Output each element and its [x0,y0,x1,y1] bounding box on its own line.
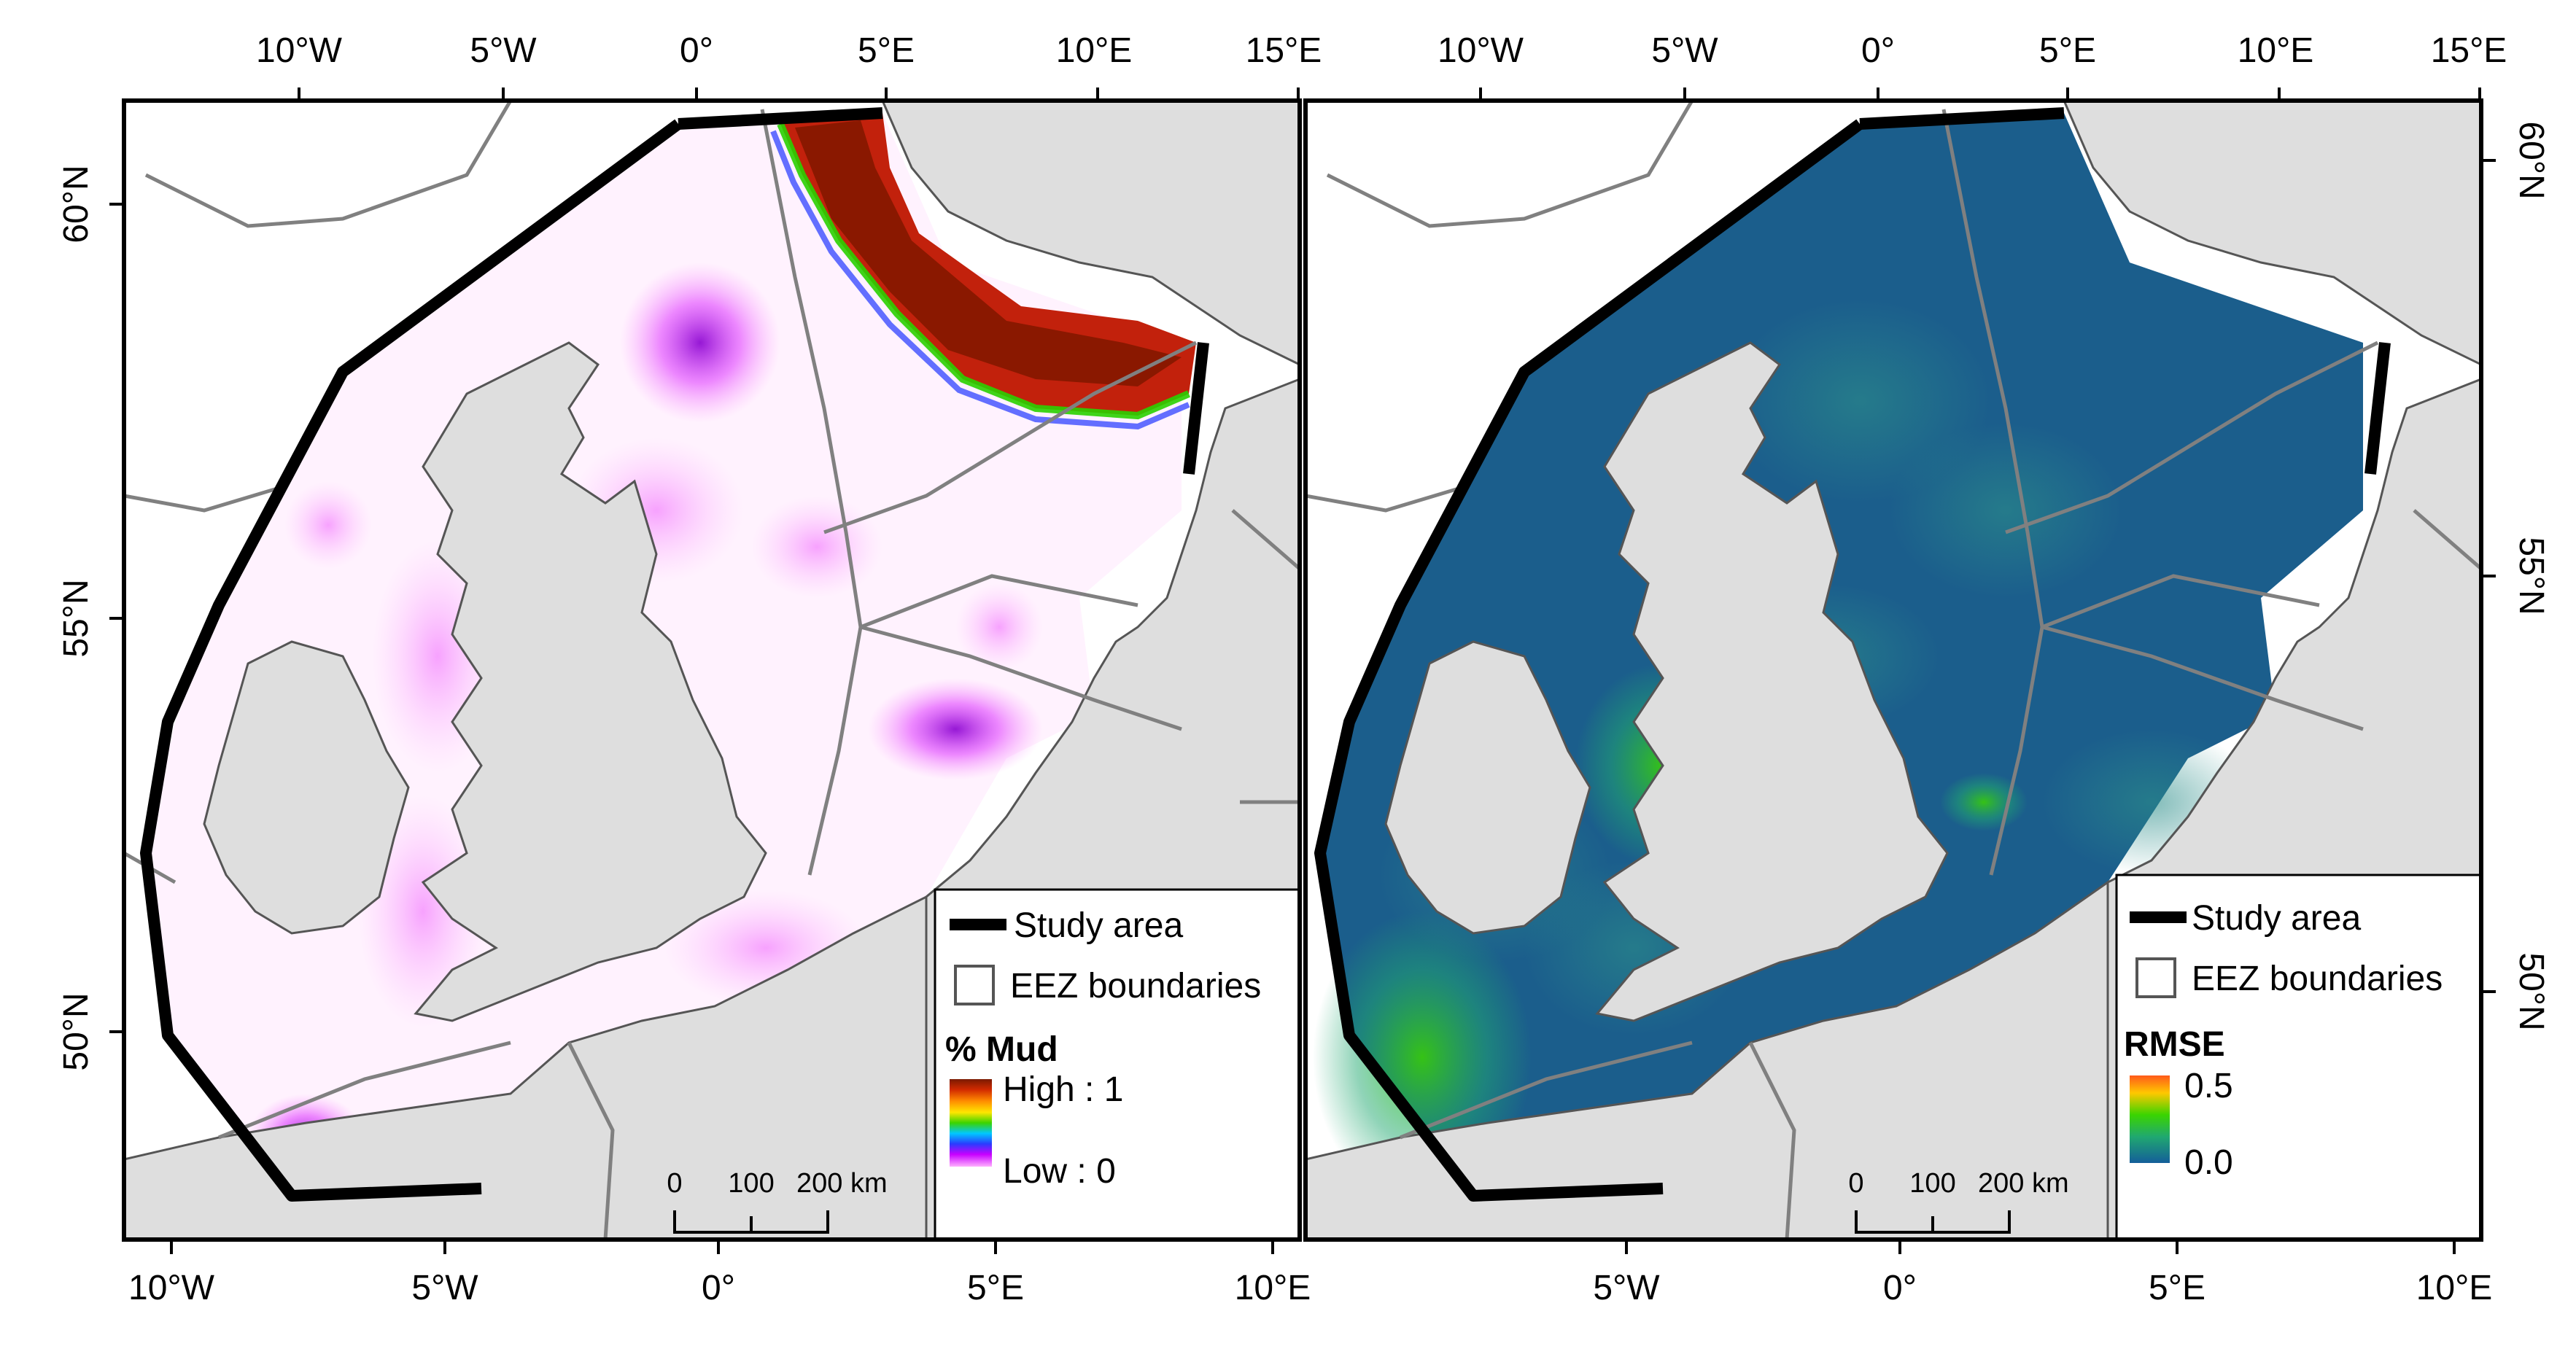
top-tick-label: 0° [680,31,713,70]
scale-label-100: 100 [1909,1168,1955,1199]
top-ticks [298,87,1300,101]
study-area-boundary [1314,119,1863,1202]
study-area-boundary [140,119,682,1202]
lat-tick-label: 60°N [57,165,96,243]
left-ticks [109,203,124,1033]
bottom-ticks [170,1240,1274,1254]
norwegian-trench-inner [795,120,1182,386]
great-britain [414,341,767,1022]
lat-tick-label: 50°N [2512,952,2550,1030]
lat-tick-label: 55°N [2512,537,2550,615]
map-panel-rmse: Study area EEZ boundaries RMSE 0.5 0.0 0… [1303,31,2550,1307]
scale-label-100: 100 [728,1168,774,1199]
legend-high-label: High : 1 [1003,1070,1123,1109]
mud-patch [868,678,1043,780]
trench-edge2 [770,130,1190,430]
legend-eez-swatch [954,965,995,1005]
legend-box [2115,874,2481,1240]
trench-edge [777,122,1190,420]
top-tick-label: 15°E [2431,31,2507,70]
legend-colorbar [2130,1075,2170,1163]
bottom-tick-label: 10°W [128,1269,215,1307]
bottom-tick-label: 0° [1883,1269,1917,1307]
bottom-tick-label: 10°E [1235,1269,1311,1307]
mud-patch [955,583,1043,671]
legend-study-area-label: Study area [2192,899,2361,938]
lat-tick-label: 50°N [57,992,96,1070]
study-area-boundary [1859,107,2065,130]
panel-frame [122,98,1302,1242]
top-tick-label: 5°E [858,31,915,70]
norway [2063,101,2481,366]
legend-eez-label: EEZ boundaries [2192,960,2443,998]
bottom-tick-label: 5°E [967,1269,1024,1307]
bottom-tick-label: 0° [702,1269,735,1307]
panel-frame [1303,98,2483,1242]
rmse-patch [1889,423,2122,598]
legend-study-area-label: Study area [1014,906,1183,945]
bottom-tick-label: 5°E [2149,1269,2205,1307]
top-tick-label: 10°W [256,31,343,70]
fladen-ground [620,262,780,423]
legend-low-label: Low : 0 [1003,1152,1116,1191]
mud-patch [284,481,372,569]
eez-boundaries [1306,101,2481,1240]
bottom-ticks [1625,1240,2456,1254]
bottom-tick-label: 10°E [2416,1269,2493,1307]
map-panel-mud: Study area EEZ boundaries % Mud High : 1… [57,31,1322,1307]
top-tick-label: 10°E [2238,31,2314,70]
france [1306,880,2109,1240]
legend-low-label: 0.0 [2184,1143,2233,1182]
top-tick-label: 5°W [470,31,537,70]
scale-label-200: 200 km [796,1168,888,1199]
france [124,895,928,1240]
top-tick-label: 5°W [1651,31,1718,70]
mud-patch [751,496,882,598]
legend-box [934,888,1300,1240]
lat-tick-label: 60°N [2512,121,2550,199]
scale-bar: 0 100 200 km [1848,1168,2069,1234]
legend-colorbar [950,1079,992,1167]
top-tick-label: 5°E [2039,31,2096,70]
bottom-tick-label: 5°W [411,1269,478,1307]
scale-label-0: 0 [1848,1168,1863,1199]
top-tick-label: 10°W [1438,31,1524,70]
top-tick-label: 15°E [1246,31,1322,70]
study-area-boundary [1183,342,1209,475]
bottom-tick-label: 5°W [1593,1269,1660,1307]
lat-tick-label: 55°N [57,579,96,657]
great-britain [1595,341,1949,1022]
legend-high-label: 0.5 [2184,1067,2233,1105]
scale-label-0: 0 [667,1168,682,1199]
legend-title: % Mud [945,1030,1058,1069]
study-area-boundary [678,107,883,130]
legend-eez-label: EEZ boundaries [1010,967,1261,1005]
legend-title: RMSE [2124,1025,2225,1064]
scale-label-200: 200 km [1978,1168,2069,1199]
top-tick-label: 10°E [1056,31,1133,70]
top-ticks [1479,87,2481,101]
legend-eez-swatch [2135,957,2176,998]
study-area-boundary [2364,342,2391,475]
ireland [1384,640,1591,935]
top-tick-label: 0° [1861,31,1895,70]
right-ticks [2481,159,2496,993]
ireland [203,640,410,935]
scale-bar: 0 100 200 km [667,1168,888,1234]
norway [881,101,1300,366]
